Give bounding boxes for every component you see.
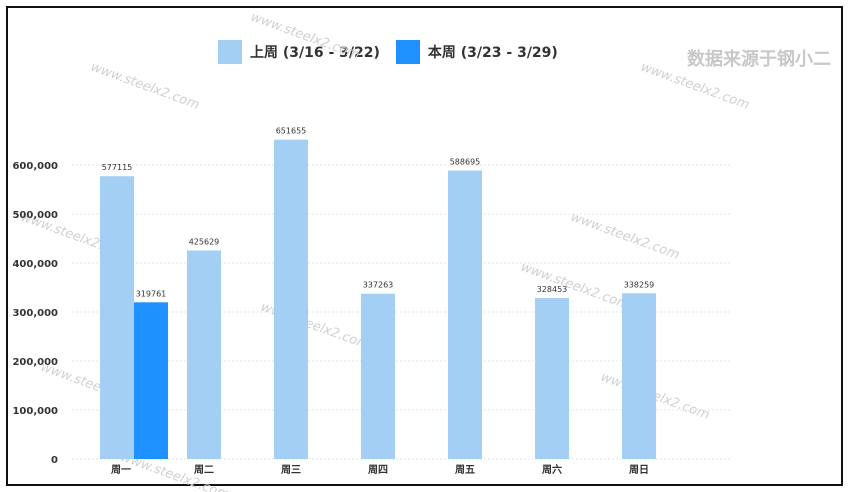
y-tick-label: 300,000 [12, 308, 58, 319]
bar [448, 170, 482, 460]
y-tick-label: 0 [51, 455, 58, 466]
data-label: 577115 [102, 163, 133, 172]
watermark-text: www.steelx2.com [89, 60, 202, 113]
data-label: 425629 [189, 237, 220, 246]
bar [535, 298, 569, 459]
data-label: 651655 [276, 127, 307, 136]
bar [361, 293, 395, 459]
bar [622, 293, 656, 459]
x-tick-label: 周六 [542, 463, 562, 476]
x-tick-label: 周日 [629, 464, 649, 476]
bar [187, 250, 221, 459]
legend-label-last-week: 上周 (3/16 - 3/22) [250, 45, 380, 61]
x-tick-label: 周一 [111, 464, 131, 476]
source-text: 数据来源于钢小二 [687, 49, 831, 70]
watermark-text: www.steelx2.com [639, 60, 752, 113]
legend-label-this-week: 本周 (3/23 - 3/29) [427, 45, 558, 61]
y-tick-label: 600,000 [12, 161, 58, 172]
watermark-text: www.steelx2.com [249, 10, 362, 63]
bar [100, 176, 134, 459]
x-tick-label: 周五 [455, 464, 475, 476]
watermark-text: www.steelx2.com [569, 210, 682, 263]
legend-item-last-week[interactable]: 上周 (3/16 - 3/22) [218, 40, 380, 64]
legend: 上周 (3/16 - 3/22) 本周 (3/23 - 3/29) [218, 40, 558, 64]
y-tick-label: 500,000 [12, 210, 58, 221]
bar [274, 139, 308, 459]
x-tick-label: 周三 [281, 464, 301, 476]
data-label: 328453 [537, 285, 568, 294]
x-tick-label: 周四 [368, 464, 388, 476]
data-label: 319761 [136, 289, 167, 298]
x-tick-label: 周二 [194, 464, 214, 476]
y-tick-label: 100,000 [12, 406, 58, 417]
bar [134, 302, 168, 459]
data-label: 588695 [450, 158, 481, 167]
y-tick-label: 400,000 [12, 259, 58, 270]
legend-swatch-last-week [218, 40, 242, 64]
legend-item-this-week[interactable]: 本周 (3/23 - 3/29) [395, 40, 558, 64]
legend-swatch-this-week [395, 40, 420, 64]
data-label: 337263 [363, 281, 394, 290]
data-label: 338259 [624, 280, 655, 289]
y-tick-label: 200,000 [12, 357, 58, 368]
